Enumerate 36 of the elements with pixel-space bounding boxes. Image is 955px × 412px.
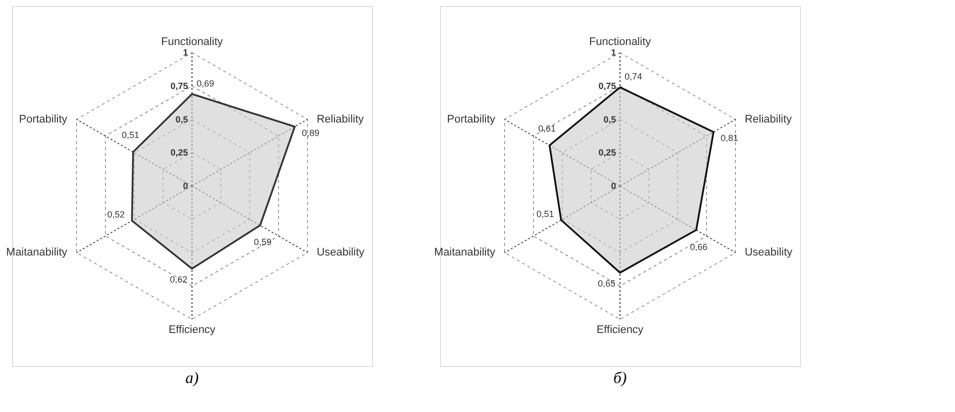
data-label: 0,61 bbox=[538, 123, 556, 134]
spoke-label: Portability bbox=[18, 113, 68, 126]
spoke-label: Functionality bbox=[161, 36, 224, 48]
data-label: 0,69 bbox=[196, 78, 214, 88]
data-label: 0,51 bbox=[536, 208, 554, 219]
spoke-label: Efficiency bbox=[596, 324, 644, 336]
y-tick-label: 0 bbox=[610, 181, 616, 191]
spoke-label: Useability bbox=[744, 246, 793, 259]
data-label: 0,52 bbox=[107, 209, 125, 220]
data-label: 0,89 bbox=[302, 128, 320, 138]
y-tick-label: 0,5 bbox=[603, 114, 616, 124]
y-tick-label: 0,75 bbox=[170, 81, 188, 91]
spoke-label: Maitanability bbox=[434, 246, 496, 259]
spoke-label: Maitanability bbox=[6, 246, 68, 259]
y-tick-label: 0,25 bbox=[170, 148, 188, 158]
spoke-label: Useability bbox=[316, 246, 365, 259]
spoke-label: Portability bbox=[446, 113, 496, 126]
text: б) bbox=[613, 370, 627, 387]
y-tick-label: 0 bbox=[182, 181, 188, 191]
y-tick-label: 0,5 bbox=[175, 114, 188, 124]
data-label: 0,59 bbox=[254, 237, 272, 248]
data-label: 0,66 bbox=[690, 242, 708, 252]
text: а) bbox=[185, 370, 199, 387]
y-tick-label: 1 bbox=[610, 48, 616, 58]
y-tick-label: 0,25 bbox=[598, 148, 616, 158]
data-label: 0,65 bbox=[598, 278, 616, 288]
data-label: 0,74 bbox=[624, 72, 642, 82]
data-label: 0,81 bbox=[720, 133, 738, 144]
spoke-label: Reliability bbox=[744, 113, 792, 126]
data-label: 0,51 bbox=[122, 130, 140, 140]
spoke-label: Efficiency bbox=[168, 324, 216, 336]
data-label: 0,62 bbox=[170, 274, 188, 284]
spoke-label: Functionality bbox=[589, 36, 652, 48]
y-tick-label: 0,75 bbox=[598, 81, 616, 91]
spoke-label: Reliability bbox=[316, 113, 364, 126]
y-tick-label: 1 bbox=[182, 48, 188, 58]
